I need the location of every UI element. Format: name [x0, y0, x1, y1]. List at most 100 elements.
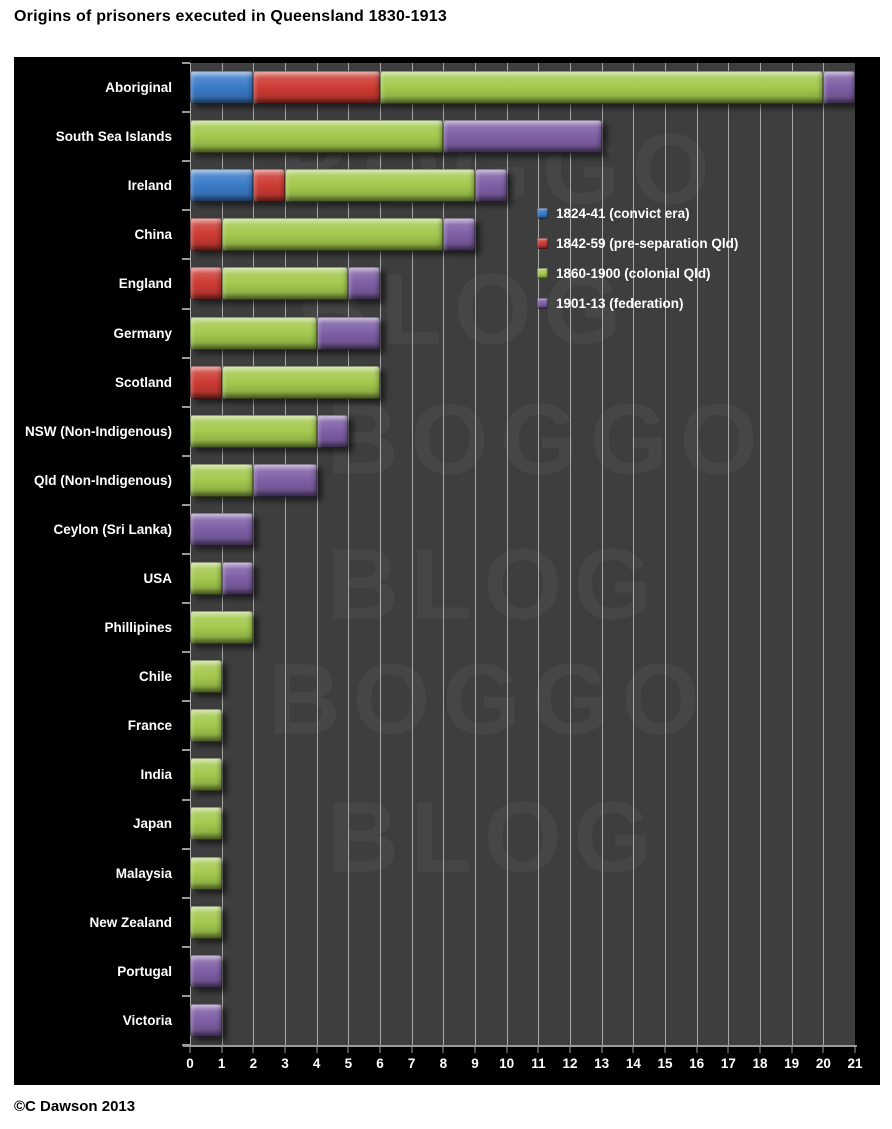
bar-row: [190, 996, 855, 1045]
bar-segment: [253, 169, 285, 203]
stacked-bar: [190, 463, 317, 497]
plot-area: BOGGOBLOGBOGGOBLOGBOGGOBLOG 1824-41 (con…: [190, 63, 855, 1045]
gridline: [506, 63, 508, 1045]
gridline: [665, 63, 666, 1045]
bar-row: [190, 505, 855, 554]
bar-row: [190, 554, 855, 603]
x-axis-tick-label: 11: [531, 1056, 546, 1071]
bar-segment: [348, 267, 380, 301]
gridline: [601, 63, 603, 1045]
y-axis-tick-mark: [182, 111, 190, 114]
bar-segment: [190, 512, 254, 546]
gridline-layer: [190, 63, 855, 1045]
y-axis-tick-mark: [182, 847, 190, 850]
bar-segment: [221, 218, 444, 252]
x-axis-line: [183, 1045, 857, 1047]
stacked-bar: [190, 512, 254, 546]
bar-segment: [316, 414, 349, 448]
stacked-bar: [190, 365, 380, 399]
bar-row: [190, 161, 855, 210]
gridline: [538, 63, 540, 1045]
bar-segment: [190, 218, 222, 252]
gridline: [285, 63, 286, 1045]
x-axis-tick-mark: [664, 1047, 666, 1053]
legend-label: 1901-13 (federation): [556, 295, 684, 311]
x-axis-tick-mark: [379, 1047, 381, 1053]
gridline: [728, 63, 730, 1045]
category-label: USA: [143, 570, 172, 586]
bar-row: [190, 112, 855, 161]
y-axis-tick-mark: [182, 454, 190, 457]
x-axis-tick-mark: [537, 1047, 539, 1053]
x-axis-tick-label: 8: [439, 1056, 448, 1071]
x-axis-tick-label: 7: [407, 1056, 416, 1071]
stacked-bar: [190, 218, 475, 252]
bar-row: [190, 259, 855, 308]
x-axis-tick-mark: [791, 1047, 793, 1053]
x-axis-tick-mark: [221, 1047, 223, 1053]
x-axis-tick-label: 13: [594, 1056, 610, 1071]
bar-segment: [443, 120, 602, 154]
y-axis-tick-mark: [182, 700, 190, 703]
stacked-bar: [190, 709, 222, 743]
y-axis-tick-mark: [182, 602, 190, 605]
x-axis-tick-mark: [189, 1047, 191, 1053]
bar-segment: [190, 463, 254, 497]
category-label: Scotland: [114, 374, 172, 390]
bar-segment: [284, 169, 475, 203]
bar-segment: [190, 120, 444, 154]
y-axis-tick-mark: [182, 160, 190, 163]
gridline: [633, 63, 635, 1045]
category-label: New Zealand: [89, 914, 172, 930]
y-axis-tick-mark: [182, 798, 190, 801]
x-axis-tick-label: 0: [186, 1056, 194, 1071]
category-label: India: [140, 767, 172, 783]
x-axis-tick-mark: [284, 1047, 286, 1053]
category-label: England: [118, 276, 172, 292]
x-axis-tick-label: 4: [312, 1056, 321, 1071]
bar-row: [190, 603, 855, 652]
x-axis-tick-label: 20: [815, 1056, 831, 1071]
x-axis-tick-mark: [347, 1047, 349, 1053]
x-axis-tick-mark: [316, 1047, 318, 1053]
x-axis: 0 1 2 3 4 5 6 7 8 9 10 11 12 13 14 15 16 17 18 19 20 21: [186, 1047, 863, 1081]
bar-row: [190, 701, 855, 750]
bar-segment: [190, 169, 254, 203]
stacked-bar: [190, 954, 222, 988]
x-axis-tick-mark: [632, 1047, 634, 1053]
category-label: Germany: [113, 325, 172, 341]
gridline: [760, 63, 761, 1045]
y-axis-tick-mark: [182, 749, 190, 752]
legend-item: 1824-41 (convict era): [537, 198, 738, 228]
category-label: Malaysia: [115, 865, 172, 881]
bar-segment: [190, 414, 317, 448]
stacked-bar: [190, 267, 380, 301]
y-axis-tick-mark: [182, 356, 190, 359]
category-label: Aboriginal: [105, 80, 172, 96]
x-axis-tick-mark: [601, 1047, 603, 1053]
y-axis-tick-mark: [182, 945, 190, 948]
bar-row: [190, 947, 855, 996]
category-axis-labels: Aboriginal South Sea Islands Ireland China E…: [14, 63, 182, 1045]
bar-row: [190, 407, 855, 456]
bar-segment: [221, 561, 254, 595]
y-axis-tick-mark: [182, 896, 190, 899]
category-label: South Sea Islands: [55, 129, 172, 145]
bar-segment: [190, 660, 222, 694]
bar-row: [190, 750, 855, 799]
credit-text: ©C Dawson 2013: [14, 1098, 136, 1115]
stacked-bar: [190, 316, 380, 350]
bar-segment: [316, 316, 380, 350]
bar-row: [190, 210, 855, 259]
legend-label: 1824-41 (convict era): [556, 205, 690, 221]
y-axis-tick-mark: [182, 553, 190, 555]
category-label: France: [127, 718, 172, 734]
y-axis-tick-mark: [182, 62, 190, 64]
category-label: China: [134, 227, 172, 243]
category-label: Portugal: [117, 963, 172, 979]
legend-marker-icon: [537, 267, 548, 279]
x-axis-tick-label: 5: [344, 1056, 353, 1071]
gridline: [380, 63, 381, 1045]
legend: 1824-41 (convict era) 1842-59 (pre-separa…: [537, 198, 738, 318]
